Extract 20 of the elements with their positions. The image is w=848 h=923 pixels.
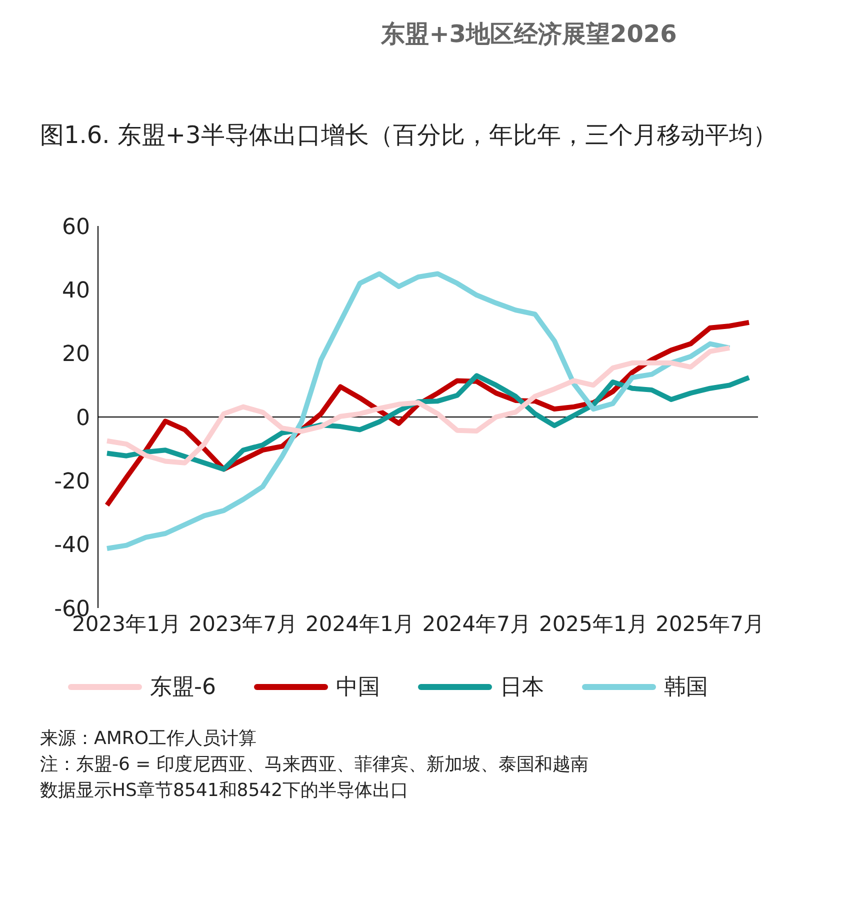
legend-label: 韩国 — [664, 674, 708, 702]
x-tick-label: 2024年1月 — [306, 612, 414, 636]
legend-label: 东盟-6 — [150, 674, 216, 702]
y-tick-label: 40 — [62, 278, 90, 304]
legend-label: 日本 — [500, 674, 544, 702]
legend-label: 中国 — [336, 674, 380, 702]
chart-title: 东盟+3地区经济展望2026 — [380, 19, 678, 50]
x-tick-label: 2025年1月 — [538, 612, 648, 636]
y-tick-label: 0 — [76, 406, 90, 431]
chart-subtitle: 图1.6. 东盟+3半导体出口增长（百分比，年比年，三个月移动平均） — [40, 120, 778, 151]
y-tick-label: 20 — [62, 342, 90, 368]
text: 注：东盟-6 = 印度尼西亚、马来西亚、菲律宾、新加坡、泰国和越南 — [40, 753, 590, 777]
source-note: 来源：AMRO工作人员计算 — [40, 727, 258, 751]
text: 数据显示HS章节8541和8542下的半导体出口 — [40, 779, 410, 803]
y-tick-label: 60 — [62, 214, 90, 240]
x-tick-label: 2025年7月 — [656, 612, 764, 636]
x-tick-label: 2024年7月 — [422, 612, 532, 636]
y-tick-label: -40 — [54, 533, 90, 558]
y-tick-label: -20 — [54, 469, 90, 494]
x-tick-label: 2023年7月 — [188, 612, 298, 636]
